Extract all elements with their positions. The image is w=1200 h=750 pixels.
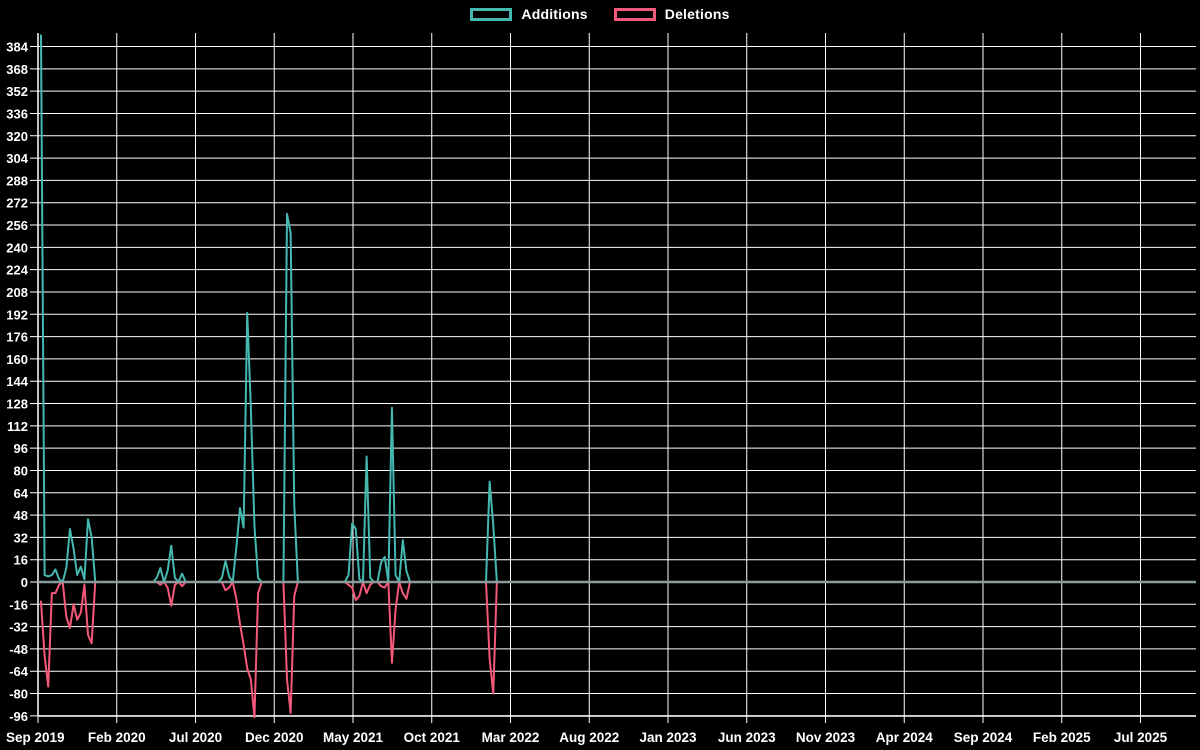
y-tick-label: 64 bbox=[14, 486, 29, 501]
y-tick-label: 160 bbox=[6, 352, 28, 367]
y-tick-label: 352 bbox=[6, 84, 28, 99]
x-tick-label: Feb 2020 bbox=[88, 730, 146, 745]
series-line-deletions bbox=[40, 581, 1197, 719]
y-tick-label: 32 bbox=[14, 530, 28, 545]
y-tick-label: -48 bbox=[9, 642, 28, 657]
x-tick-label: Oct 2021 bbox=[404, 730, 461, 745]
y-tick-label: -32 bbox=[9, 620, 28, 635]
y-tick-label: 304 bbox=[6, 151, 28, 166]
y-tick-label: -96 bbox=[9, 709, 28, 724]
y-tick-label: -64 bbox=[9, 664, 29, 679]
y-tick-label: 368 bbox=[6, 62, 28, 77]
legend-label-additions: Additions bbox=[521, 6, 588, 22]
y-tick-label: 48 bbox=[14, 508, 28, 523]
x-tick-label: Sep 2024 bbox=[954, 730, 1013, 745]
chart-legend: Additions Deletions bbox=[0, 6, 1200, 22]
y-tick-label: 208 bbox=[6, 285, 28, 300]
x-tick-label: Mar 2022 bbox=[482, 730, 540, 745]
x-tick-label: Feb 2025 bbox=[1033, 730, 1091, 745]
x-tick-label: May 2021 bbox=[323, 730, 384, 745]
y-tick-label: 0 bbox=[21, 575, 28, 590]
y-tick-label: 320 bbox=[6, 129, 28, 144]
y-tick-label: -16 bbox=[9, 597, 28, 612]
legend-label-deletions: Deletions bbox=[664, 6, 730, 22]
y-tick-label: 96 bbox=[14, 441, 28, 456]
y-tick-label: 288 bbox=[6, 173, 28, 188]
deletions-swatch-icon bbox=[613, 7, 656, 21]
y-tick-label: 240 bbox=[6, 240, 28, 255]
x-tick-label: Apr 2024 bbox=[876, 730, 934, 745]
y-tick-label: 256 bbox=[6, 218, 28, 233]
x-tick-label: Jul 2020 bbox=[169, 730, 222, 745]
y-tick-label: 80 bbox=[14, 463, 28, 478]
x-tick-label: Jun 2023 bbox=[718, 730, 776, 745]
x-tick-label: Sep 2019 bbox=[6, 730, 65, 745]
x-tick-label: Jul 2025 bbox=[1114, 730, 1168, 745]
y-tick-label: 176 bbox=[6, 330, 28, 345]
y-tick-label: 384 bbox=[6, 40, 28, 55]
y-tick-label: 16 bbox=[14, 553, 28, 568]
x-tick-label: Nov 2023 bbox=[796, 730, 856, 745]
y-tick-label: 272 bbox=[6, 196, 28, 211]
legend-item-deletions[interactable]: Deletions bbox=[613, 6, 730, 22]
x-tick-label: Dec 2020 bbox=[245, 730, 304, 745]
y-tick-label: 224 bbox=[6, 263, 28, 278]
y-tick-label: 192 bbox=[6, 307, 28, 322]
y-tick-label: 336 bbox=[6, 106, 28, 121]
x-tick-label: Jan 2023 bbox=[639, 730, 697, 745]
y-tick-label: 144 bbox=[6, 374, 28, 389]
series-line-additions bbox=[40, 34, 1197, 583]
legend-item-additions[interactable]: Additions bbox=[470, 6, 588, 22]
additions-swatch-icon bbox=[470, 7, 513, 21]
y-tick-label: 112 bbox=[7, 419, 28, 434]
x-tick-label: Aug 2022 bbox=[559, 730, 619, 745]
y-tick-label: -80 bbox=[9, 687, 28, 702]
y-tick-label: 128 bbox=[6, 397, 28, 412]
